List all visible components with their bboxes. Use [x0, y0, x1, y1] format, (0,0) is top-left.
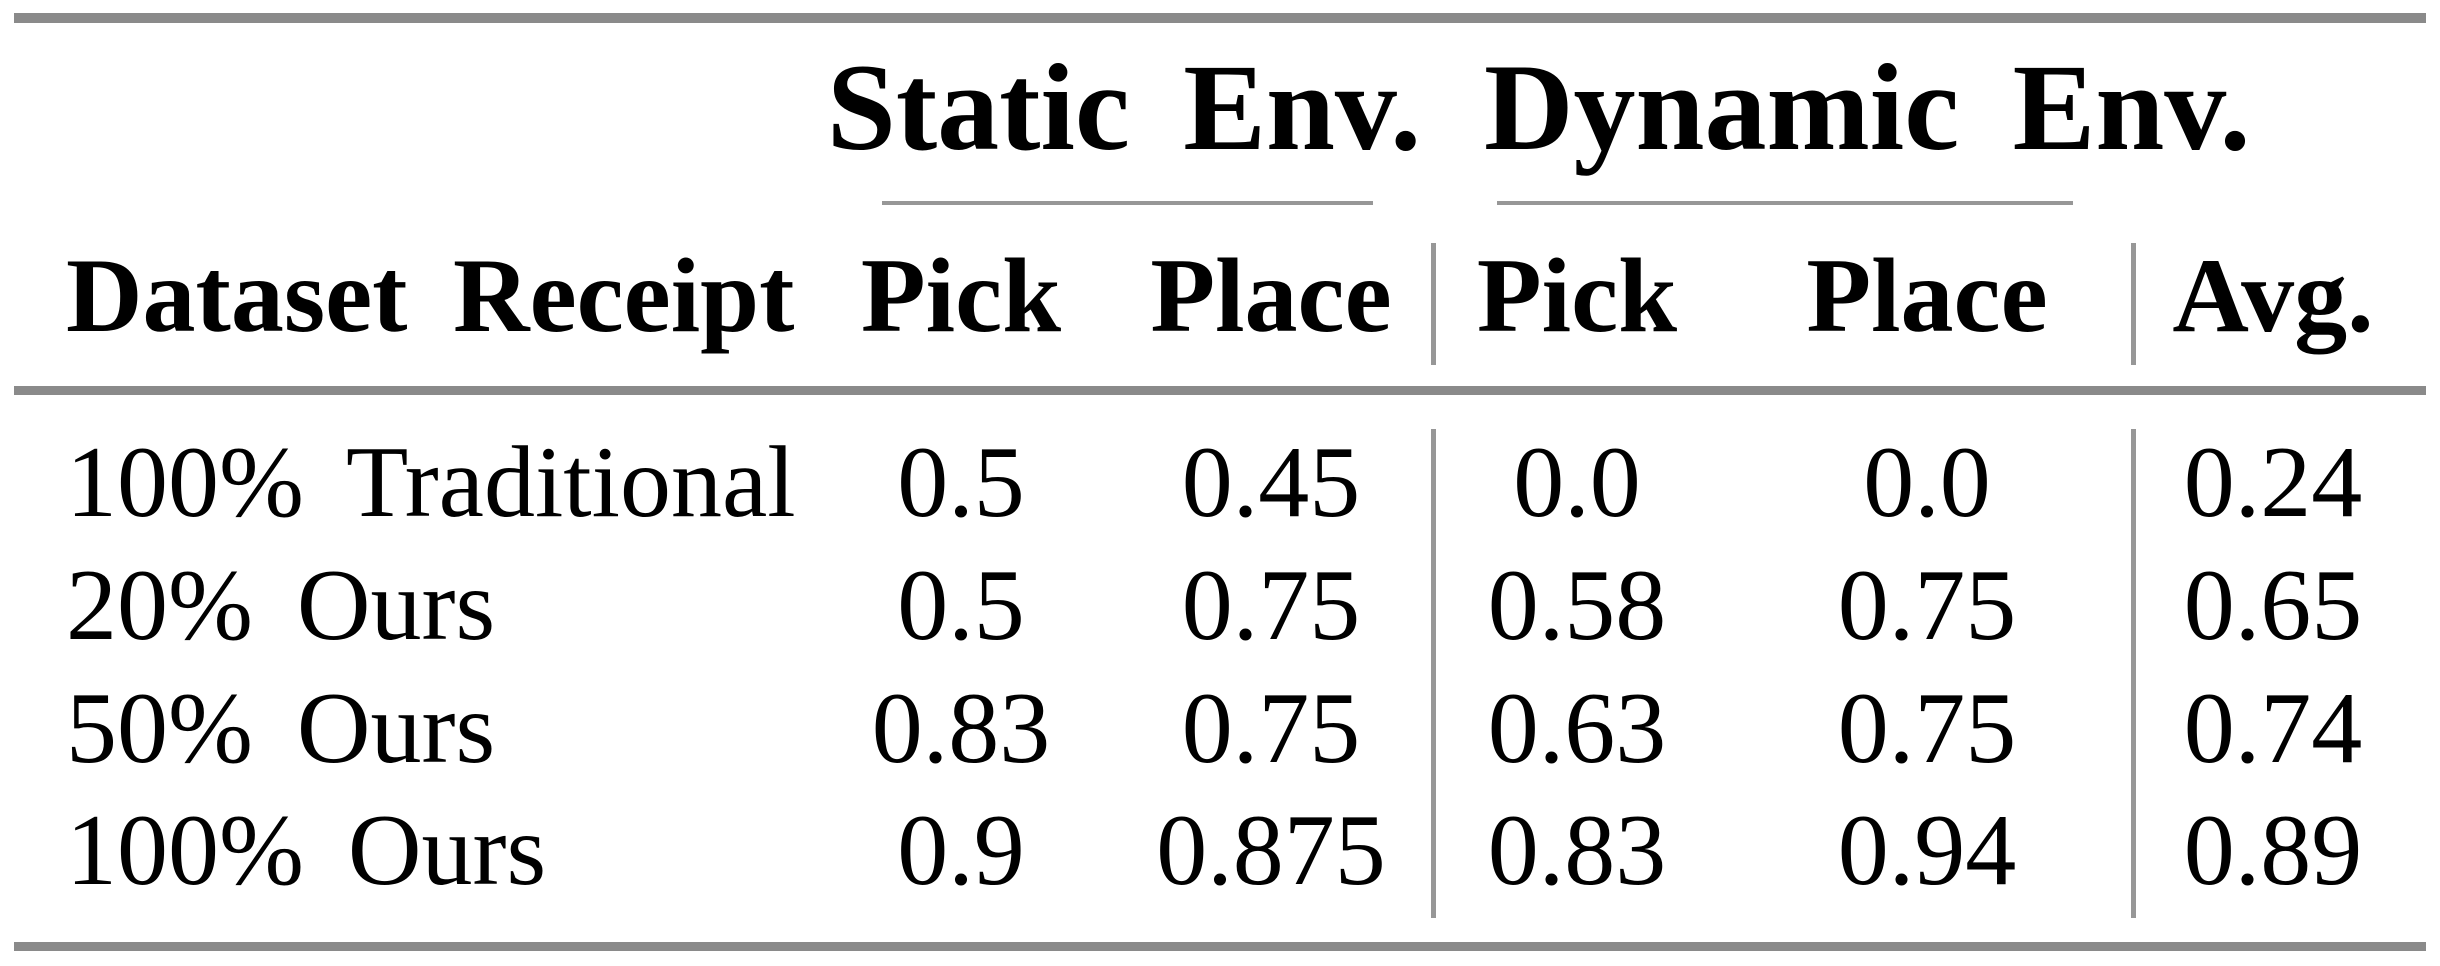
cell-avg: 0.65 — [2183, 549, 2363, 662]
static-env-underline — [882, 201, 1373, 205]
static-env-group-header: Static Env. — [826, 39, 1422, 176]
cell-static-place: 0.875 — [1156, 794, 1386, 907]
cell-avg: 0.74 — [2183, 672, 2363, 785]
cell-dynamic-pick: 0.58 — [1487, 549, 1667, 662]
dynamic-place-header: Place — [1806, 237, 2048, 354]
cell-avg: 0.24 — [2183, 426, 2363, 539]
static-dynamic-divider-header — [1431, 243, 1436, 365]
bottom-rule — [14, 942, 2426, 951]
cell-static-pick: 0.5 — [897, 549, 1025, 662]
cell-dynamic-place: 0.75 — [1837, 549, 2017, 662]
row-label: 100% Traditional — [66, 426, 796, 539]
dynamic-env-underline — [1497, 201, 2073, 205]
cell-static-pick: 0.83 — [871, 672, 1051, 785]
row-label: 100% Ours — [66, 794, 547, 907]
dynamic-avg-divider-body — [2131, 429, 2136, 918]
cell-dynamic-pick: 0.63 — [1487, 672, 1667, 785]
static-dynamic-divider-body — [1431, 429, 1436, 918]
dataset-receipt-header: Dataset Receipt — [66, 237, 795, 354]
cell-dynamic-place: 0.0 — [1863, 426, 1991, 539]
cell-static-pick: 0.5 — [897, 426, 1025, 539]
cell-avg: 0.89 — [2183, 794, 2363, 907]
cell-dynamic-pick: 0.0 — [1513, 426, 1641, 539]
avg-header: Avg. — [2172, 237, 2374, 354]
cell-dynamic-pick: 0.83 — [1487, 794, 1667, 907]
cell-dynamic-place: 0.75 — [1837, 672, 2017, 785]
header-rule — [14, 386, 2426, 395]
cell-static-pick: 0.9 — [897, 794, 1025, 907]
cell-static-place: 0.45 — [1181, 426, 1361, 539]
row-label: 20% Ours — [66, 549, 496, 662]
row-label: 50% Ours — [66, 672, 496, 785]
cell-static-place: 0.75 — [1181, 549, 1361, 662]
static-place-header: Place — [1150, 237, 1392, 354]
top-rule — [14, 13, 2426, 23]
cell-dynamic-place: 0.94 — [1837, 794, 2017, 907]
dynamic-avg-divider-header — [2131, 243, 2136, 365]
dynamic-env-group-header: Dynamic Env. — [1484, 39, 2251, 176]
dynamic-pick-header: Pick — [1476, 237, 1678, 354]
cell-static-place: 0.75 — [1181, 672, 1361, 785]
static-pick-header: Pick — [860, 237, 1062, 354]
